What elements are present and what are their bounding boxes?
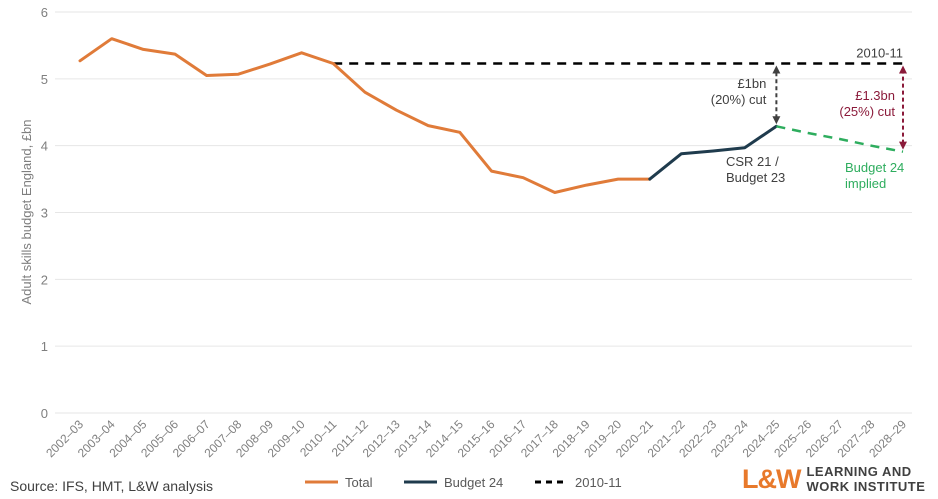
logo-text: LEARNING AND WORK INSTITUTE xyxy=(806,464,925,494)
y-tick-label: 6 xyxy=(41,5,48,20)
logo-line-1: LEARNING AND xyxy=(806,464,912,479)
csr-label: Budget 23 xyxy=(726,170,785,185)
cut-1bn-label: £1bn xyxy=(737,76,766,91)
cut-13bn-arrow-head-top xyxy=(899,65,907,74)
series-line-projection xyxy=(776,125,904,153)
cut-13bn-label: (25%) cut xyxy=(839,104,895,119)
y-tick-label: 3 xyxy=(41,206,48,221)
y-tick-label: 0 xyxy=(41,406,48,421)
series-line-total xyxy=(78,37,652,194)
y-tick-label: 1 xyxy=(41,339,48,354)
source-note: Source: IFS, HMT, L&W analysis xyxy=(10,478,214,494)
legend-label: Total xyxy=(345,475,373,490)
baseline-label: 2010-11 xyxy=(856,45,903,60)
cut-13bn-label: £1.3bn xyxy=(855,88,895,103)
cut-13bn-arrow-head-bottom xyxy=(899,141,907,150)
cut-1bn-arrow-head-bottom xyxy=(772,116,781,125)
legend-label: Budget 24 xyxy=(444,475,503,490)
y-axis-ticks: 0 1 2 3 4 5 6 xyxy=(41,5,48,421)
y-tick-label: 5 xyxy=(41,72,48,87)
cut-1bn-arrow-head-top xyxy=(772,65,781,74)
budget24-implied-label: Budget 24 xyxy=(845,160,904,175)
y-tick-label: 2 xyxy=(41,272,48,287)
legend-label: 2010-11 xyxy=(575,475,622,490)
x-axis-ticks: 2002–032003–042004–052005–062006–072007–… xyxy=(43,417,909,460)
logo: L&W LEARNING AND WORK INSTITUTE xyxy=(742,464,925,494)
annotations: 2010-11 £1bn(20%) cut £1.3bn(25%) cut CSR 2… xyxy=(711,45,907,191)
y-tick-label: 4 xyxy=(41,139,48,154)
budget24-implied-label: implied xyxy=(845,176,886,191)
series-lines xyxy=(78,37,904,194)
logo-line-2: WORK INSTITUTE xyxy=(806,479,926,494)
gridlines xyxy=(55,11,912,414)
csr-label: CSR 21 / xyxy=(726,154,779,169)
logo-mark: L&W xyxy=(742,463,801,494)
series-line-budget-24 xyxy=(648,124,778,181)
cut-1bn-label: (20%) cut xyxy=(711,92,767,107)
y-axis-label: Adult skills budget England, £bn xyxy=(19,119,34,304)
legend: Total Budget 24 2010-11 xyxy=(305,475,622,490)
